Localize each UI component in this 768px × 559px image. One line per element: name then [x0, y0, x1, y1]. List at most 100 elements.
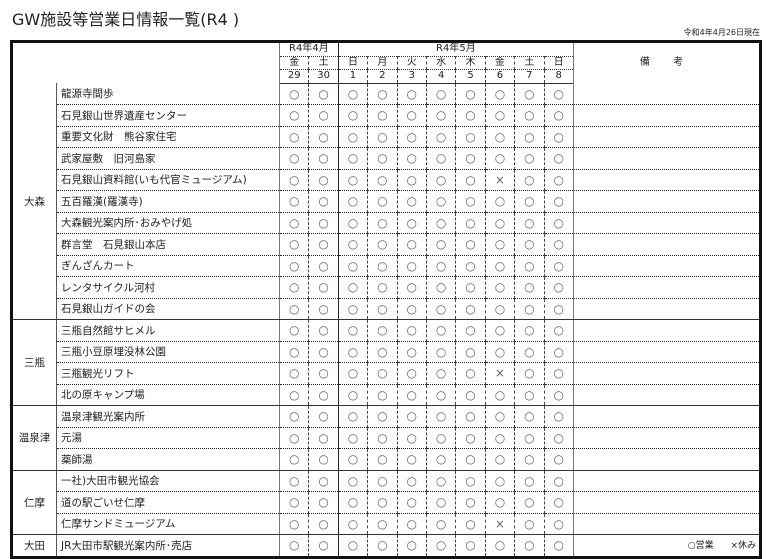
open-mark: ○: [425, 104, 456, 127]
open-mark: ○: [337, 212, 368, 234]
table-row: 大田 JR大田市駅観光案内所･売店 ○ ○ ○ ○ ○ ○ ○ ○ ○ ○: [11, 534, 761, 558]
open-mark: ○: [278, 255, 309, 277]
weekday-header: 火: [396, 56, 427, 70]
open-mark: ○: [308, 362, 339, 385]
facility-name: ぎんざんカート: [56, 255, 280, 277]
weekday-header: 木: [455, 56, 486, 70]
open-mark: ○: [396, 147, 427, 170]
open-mark: ○: [514, 147, 545, 170]
open-mark: ○: [278, 233, 309, 256]
open-mark: ○: [514, 276, 545, 299]
open-mark: ○: [455, 427, 486, 449]
open-mark: ○: [484, 534, 515, 558]
open-mark: ○: [308, 147, 339, 170]
legend-open: ○営業: [687, 541, 714, 551]
open-mark: ○: [514, 126, 545, 148]
day-header: 8: [543, 69, 574, 84]
open-mark: ○: [425, 212, 456, 234]
open-mark: ○: [308, 491, 339, 514]
open-mark: ○: [396, 534, 427, 558]
open-mark: ○: [337, 276, 368, 299]
open-mark: ○: [396, 319, 427, 342]
open-mark: ○: [278, 384, 309, 406]
open-mark: ○: [367, 233, 398, 256]
table-row: 大森観光案内所･おみやげ処 ○ ○ ○ ○ ○ ○ ○ ○ ○ ○: [12, 212, 761, 234]
facility-name: 一社)大田市観光協会: [56, 470, 280, 492]
open-mark: ○: [484, 276, 515, 299]
open-mark: ○: [396, 384, 427, 406]
open-mark: ○: [337, 169, 368, 191]
open-mark: ○: [543, 233, 574, 256]
open-mark: ○: [367, 491, 398, 514]
open-mark: ○: [425, 513, 456, 535]
open-mark: ○: [455, 276, 486, 299]
remarks-cell: [572, 362, 761, 385]
legend: ○営業 ×休み: [674, 538, 756, 551]
open-mark: ○: [425, 298, 456, 320]
facility-name: 三瓶自然館サヒメル: [56, 319, 280, 342]
open-mark: ○: [278, 276, 309, 299]
business-days-table: R4年4月 R4年5月備 考金土日月火水木金土日 29 30 1 2 3 4 5 6 7 8 大森 龍源…: [10, 40, 762, 559]
open-mark: ○: [455, 448, 486, 471]
open-mark: ○: [396, 513, 427, 535]
open-mark: ○: [337, 319, 368, 342]
weekday-header: 金: [278, 56, 309, 70]
open-mark: ○: [278, 190, 309, 213]
open-mark: ○: [514, 427, 545, 449]
table-row: 五百羅漢(羅漢寺) ○ ○ ○ ○ ○ ○ ○ ○ ○ ○: [12, 190, 761, 213]
table-row: 大森 龍源寺間歩 ○ ○ ○ ○ ○ ○ ○ ○ ○ ○: [11, 83, 761, 320]
open-mark: ○: [308, 341, 339, 363]
open-mark: ○: [337, 384, 368, 406]
open-mark: ○: [455, 491, 486, 514]
open-mark: ○: [396, 126, 427, 148]
day-header: 1: [337, 69, 368, 84]
open-mark: ○: [308, 126, 339, 148]
open-mark: ○: [455, 169, 486, 191]
open-mark: ○: [484, 298, 515, 320]
open-mark: ○: [543, 513, 574, 535]
open-mark: ○: [278, 104, 309, 127]
table-row: 重要文化財 熊谷家住宅 ○ ○ ○ ○ ○ ○ ○ ○ ○ ○: [12, 126, 761, 148]
open-mark: ○: [308, 427, 339, 449]
open-mark: ○: [484, 104, 515, 127]
open-mark: ○: [278, 341, 309, 363]
open-mark: ○: [484, 427, 515, 449]
open-mark: ○: [367, 427, 398, 449]
open-mark: ○: [484, 190, 515, 213]
table-row: 群言堂 石見銀山本店 ○ ○ ○ ○ ○ ○ ○ ○ ○ ○: [12, 233, 761, 256]
open-mark: ○: [543, 448, 574, 471]
open-mark: ○: [455, 233, 486, 256]
remarks-cell: [572, 319, 761, 342]
remarks-cell: [572, 384, 761, 406]
facility-name: 道の駅ごいせ仁摩: [56, 491, 280, 514]
open-mark: ○: [278, 513, 309, 535]
remarks-header: 備 考: [572, 41, 761, 83]
open-mark: ○: [543, 491, 574, 514]
open-mark: ○: [425, 147, 456, 170]
facility-name: JR大田市駅観光案内所･売店: [56, 534, 280, 558]
open-mark: ○: [337, 255, 368, 277]
open-mark: ○: [337, 104, 368, 127]
open-mark: ○: [337, 341, 368, 363]
table-row: 仁摩サンドミュージアム ○ ○ ○ ○ ○ ○ ○ × ○ ○: [12, 513, 761, 535]
open-mark: ○: [396, 212, 427, 234]
open-mark: ○: [337, 233, 368, 256]
open-mark: ○: [308, 319, 339, 342]
open-mark: ○: [484, 405, 515, 428]
open-mark: ○: [425, 126, 456, 148]
open-mark: ○: [425, 427, 456, 449]
open-mark: ○: [278, 427, 309, 449]
remarks-cell: [572, 470, 761, 492]
table-row: 三瓶観光リフト ○ ○ ○ ○ ○ ○ ○ × ○ ○: [12, 362, 761, 385]
open-mark: ○: [514, 384, 545, 406]
remarks-cell: [572, 212, 761, 234]
remarks-cell: [572, 190, 761, 213]
table-row: ぎんざんカート ○ ○ ○ ○ ○ ○ ○ ○ ○ ○: [12, 255, 761, 277]
weekday-header: 土: [308, 56, 339, 70]
page-title: GW施設等営業日情報一覧(R4 ): [12, 10, 240, 29]
facility-name: 薬師湯: [56, 448, 280, 471]
facility-name: 群言堂 石見銀山本店: [56, 233, 280, 256]
open-mark: ○: [367, 513, 398, 535]
open-mark: ○: [308, 470, 339, 492]
open-mark: ○: [484, 384, 515, 406]
